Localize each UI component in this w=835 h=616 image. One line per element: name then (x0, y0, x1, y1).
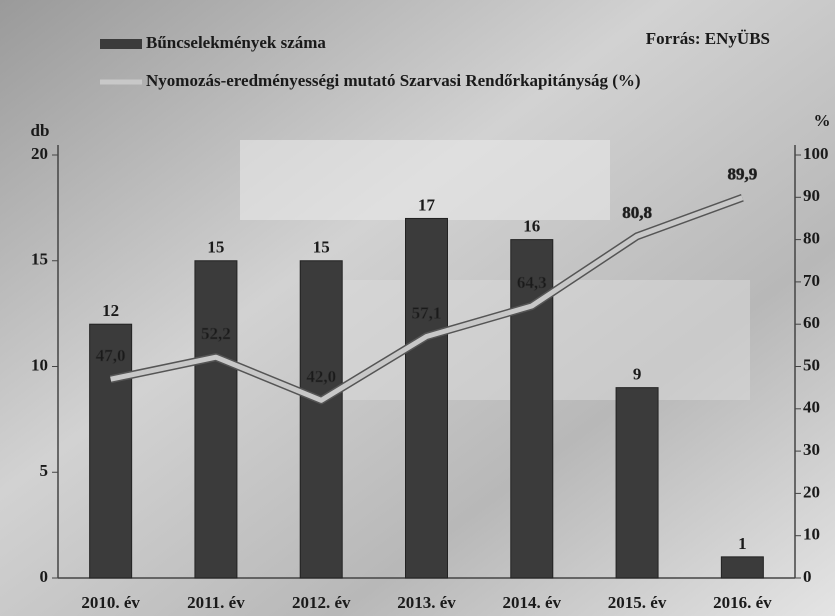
bar-value-label: 17 (418, 195, 436, 214)
y-tick-label: 5 (40, 461, 49, 480)
legend-swatch (100, 39, 142, 49)
y2-tick-label: 100 (803, 144, 829, 163)
source: Forrás: ENyÜBS (646, 29, 770, 48)
y2-tick-label: 50 (803, 355, 820, 374)
y2-tick-label: 70 (803, 271, 820, 290)
x-tick-label: 2016. év (713, 593, 772, 612)
line-value-label: 52,2 (201, 324, 231, 343)
bar-value-label: 15 (313, 238, 330, 257)
bar (721, 557, 763, 578)
bar-value-label: 1 (738, 534, 747, 553)
chart: Forrás: ENyÜBS db % 0 5 10 15 20 0 10 20 30 40 50 6… (0, 0, 835, 616)
y2-tick-label: 30 (803, 440, 820, 459)
line-value-label: 80,8 (622, 203, 652, 222)
y-tick-label: 10 (31, 355, 48, 374)
y-tick-label: 15 (31, 250, 48, 269)
bar (616, 388, 658, 578)
line-value-label: 47,0 (96, 346, 126, 365)
x-tick-label: 2012. év (292, 593, 351, 612)
x-tick-label: 2014. év (503, 593, 562, 612)
x-tick-label: 2013. év (397, 593, 456, 612)
bar-value-label: 16 (523, 217, 540, 236)
bar-value-label: 9 (633, 365, 642, 384)
x-tick-label: 2015. év (608, 593, 667, 612)
x-tick-label: 2010. év (81, 593, 140, 612)
y2-tick-label: 20 (803, 482, 820, 501)
line-value-label: 89,9 (727, 165, 757, 184)
legend-label: Nyomozás-eredményességi mutató Szarvasi … (146, 71, 641, 90)
y2-tick-label: 80 (803, 229, 820, 248)
x-tick-label: 2011. év (187, 593, 245, 612)
legend-label: Bűncselekmények száma (146, 33, 326, 52)
bar-value-label: 15 (207, 238, 224, 257)
bar (406, 218, 448, 578)
y-unit: db (31, 121, 50, 140)
y2-tick-label: 60 (803, 313, 820, 332)
line-value-label: 57,1 (412, 303, 442, 322)
y2-tick-label: 40 (803, 398, 820, 417)
y2-tick-label: 0 (803, 567, 812, 586)
y2-tick-label: 10 (803, 525, 820, 544)
bar (300, 261, 342, 578)
bar-value-label: 12 (102, 301, 119, 320)
bar (195, 261, 237, 578)
y-tick-label: 0 (40, 567, 49, 586)
y2-tick-label: 90 (803, 186, 820, 205)
line-value-label: 42,0 (306, 367, 336, 386)
y-tick-label: 20 (31, 144, 48, 163)
y2-unit: % (814, 111, 831, 130)
line-value-label: 64,3 (517, 273, 547, 292)
